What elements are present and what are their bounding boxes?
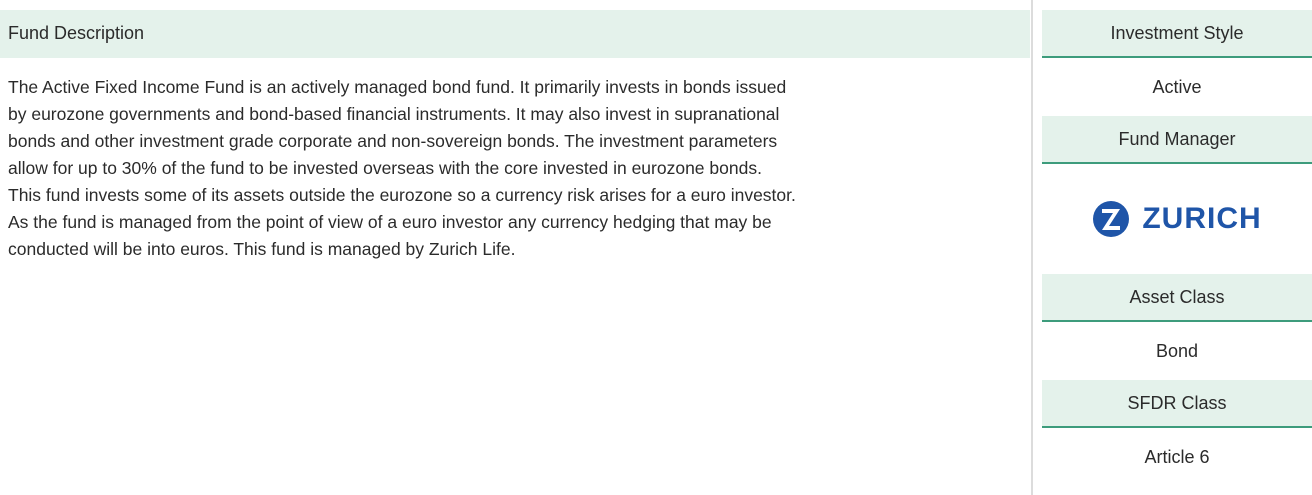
fund-manager-logo: ZURICH — [1042, 164, 1312, 274]
asset-class-label: Asset Class — [1042, 274, 1312, 322]
asset-class-value: Bond — [1155, 341, 1199, 361]
description-panel: Fund Description The Active Fixed Income… — [0, 10, 1030, 263]
sfdr-class-label: SFDR Class — [1042, 380, 1312, 428]
description-title: Fund Description — [0, 10, 1030, 58]
description-text: The Active Fixed Income Fund is an activ… — [8, 77, 796, 259]
divider — [1031, 0, 1033, 495]
fund-manager-label: Fund Manager — [1042, 116, 1312, 164]
logo-text: ZURICH — [1142, 202, 1262, 235]
sfdr-class-value: Article 6 — [1144, 447, 1210, 467]
logo-mark — [1093, 201, 1130, 237]
investment-style-label: Investment Style — [1042, 10, 1312, 58]
investment-style-value: Active — [1152, 77, 1202, 97]
sidebar: Investment Style Active Fund Manager ZUR… — [1042, 10, 1312, 486]
